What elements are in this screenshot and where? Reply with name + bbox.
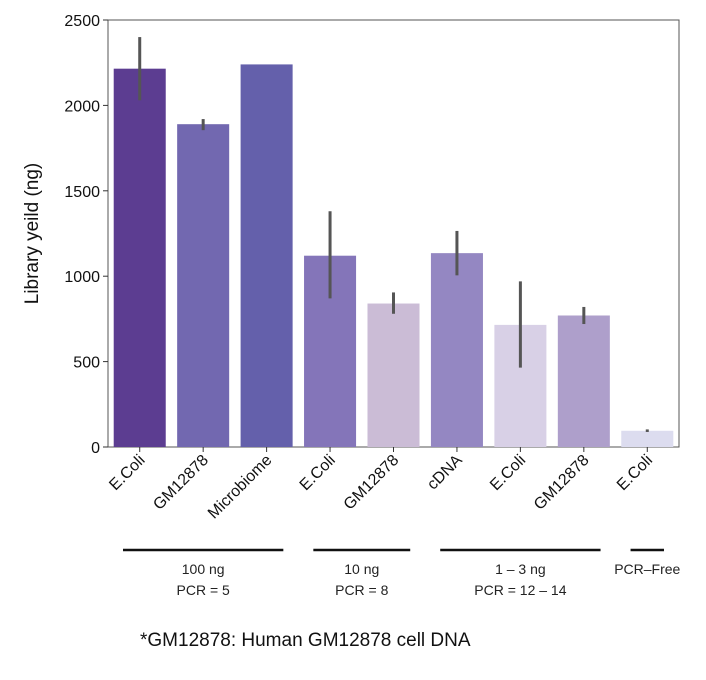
group-label-amount: 1 – 3 ng [495, 561, 546, 577]
x-tick-label: GM12878 [150, 452, 212, 514]
bar [177, 124, 230, 448]
x-tick-label: cDNA [424, 452, 466, 494]
x-tick-label: GM12878 [341, 452, 403, 514]
y-tick-label: 1500 [64, 184, 100, 201]
bar [113, 68, 166, 447]
x-tick-label: E.Coli [487, 452, 529, 494]
footnote: *GM12878: Human GM12878 cell DNA [140, 630, 471, 651]
x-tick-label: E.Coli [614, 452, 656, 494]
x-tick-label: GM12878 [531, 452, 593, 514]
y-tick-label: 500 [73, 355, 100, 372]
y-axis-label: Library yeild (ng) [22, 163, 43, 305]
y-tick-label: 2000 [64, 98, 100, 115]
bar-chart: 0 500 1000 1500 2000 2500 Library yeild (ng) E.… [22, 13, 681, 598]
x-tick-label: Microbiome [205, 452, 276, 523]
group-label-pcr: PCR = 5 [177, 582, 231, 598]
y-tick-label: 0 [91, 440, 100, 457]
group-label-amount: PCR–Free [614, 561, 680, 577]
y-tick-label: 1000 [64, 269, 100, 286]
y-tick-label: 2500 [64, 13, 100, 30]
bar [367, 303, 420, 447]
bar [240, 64, 293, 448]
group-label-pcr: PCR = 12 – 14 [474, 582, 566, 598]
group-label-pcr: PCR = 8 [335, 582, 389, 598]
bar [430, 253, 483, 447]
bar [621, 430, 674, 447]
bar [557, 315, 610, 447]
group-label-amount: 10 ng [344, 561, 379, 577]
group-label-amount: 100 ng [182, 561, 225, 577]
x-tick-label: E.Coli [106, 452, 148, 494]
x-tick-label: E.Coli [297, 452, 339, 494]
